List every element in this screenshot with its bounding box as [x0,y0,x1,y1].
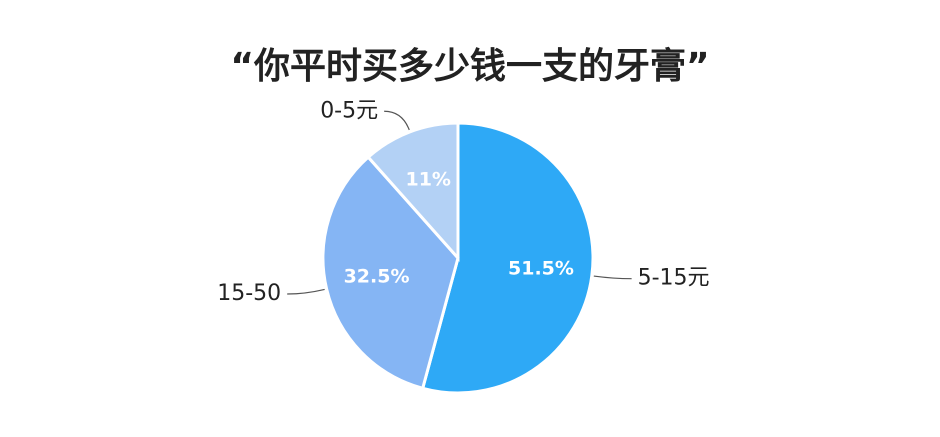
chart-title: “你平时买多少钱一支的牙膏” [230,46,709,87]
category-label: 5-15元 [638,266,710,291]
leader-line [593,275,632,280]
data-label: 32.5% [344,266,410,288]
category-label: 0-5元 [320,98,378,123]
leader-line [384,110,410,131]
category-label: 15-50 [217,281,281,306]
pie-slice [321,155,460,391]
pie-slice [420,121,595,395]
leader-line [287,288,325,295]
pie-slice [366,121,460,262]
data-label: 11% [405,168,450,190]
data-label: 51.5% [508,258,574,280]
